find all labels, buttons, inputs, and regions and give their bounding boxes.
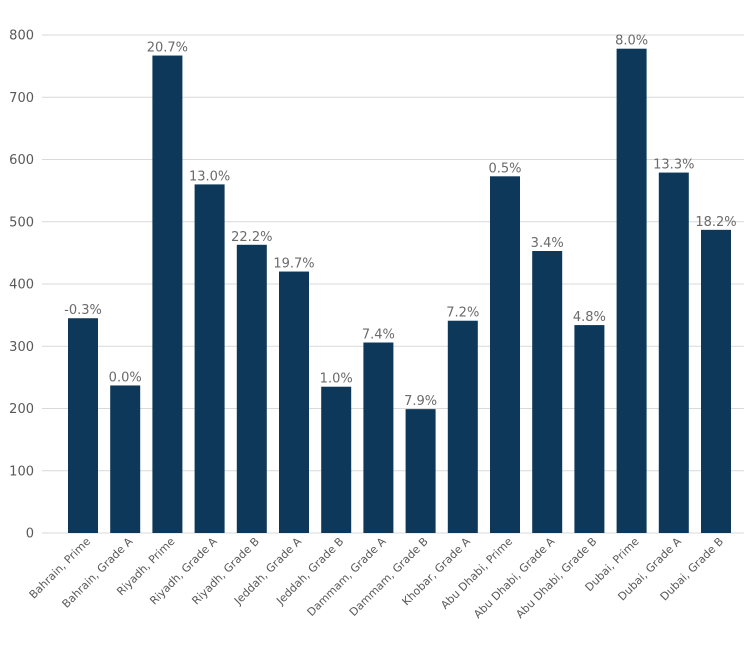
y-tick-label: 700	[9, 91, 34, 106]
category-label: Dammam, Grade A	[305, 535, 389, 619]
data-label: 19.7%	[273, 257, 314, 272]
data-label: 7.9%	[404, 394, 437, 409]
data-label: 7.2%	[446, 306, 479, 321]
data-label: 22.2%	[231, 230, 272, 245]
category-label: Bahrain, Grade A	[60, 535, 136, 611]
y-tick-label: 800	[9, 29, 34, 44]
bar	[363, 342, 394, 533]
bar	[110, 385, 141, 533]
bar	[532, 251, 563, 533]
bar	[321, 386, 352, 533]
data-label: 1.0%	[320, 372, 353, 387]
y-axis-tick-labels: 0 100 200 300 400 500 600 700 800	[9, 29, 34, 542]
data-label: 13.0%	[189, 169, 230, 184]
data-label: 7.4%	[362, 328, 395, 343]
bar	[194, 184, 225, 533]
bar	[701, 229, 731, 533]
bar	[405, 409, 436, 533]
bar	[152, 55, 183, 533]
data-label: 13.3%	[653, 158, 694, 173]
category-label: Abu Dhabi, Grade A	[471, 535, 557, 621]
bar	[279, 271, 309, 533]
bar	[574, 325, 605, 533]
y-tick-label: 200	[9, 402, 34, 417]
data-label: 8.0%	[615, 34, 648, 49]
data-labels: -0.3% 0.0% 20.7% 13.0% 22.2%19.7% 1.0% 7.4% 7.9…	[64, 34, 737, 409]
data-label: -0.3%	[64, 303, 102, 318]
bar	[68, 318, 98, 533]
bar	[616, 48, 647, 533]
bar	[490, 176, 520, 533]
bar	[236, 244, 267, 533]
y-tick-label: 300	[9, 340, 34, 355]
y-tick-label: 100	[9, 464, 34, 479]
y-tick-label: 600	[9, 153, 34, 168]
data-label: 0.0%	[109, 370, 142, 385]
data-label: 20.7%	[147, 41, 188, 56]
data-label: 4.8%	[573, 310, 606, 325]
y-tick-label: 500	[9, 215, 34, 230]
category-label: Abu Dhabi, Prime	[438, 535, 515, 612]
y-tick-label: 0	[26, 527, 34, 542]
data-label: 18.2%	[695, 215, 736, 230]
data-label: 3.4%	[531, 236, 564, 251]
y-tick-label: 400	[9, 278, 34, 293]
bar	[447, 320, 478, 533]
bars	[68, 48, 731, 533]
category-label: Dammam, Grade B	[347, 535, 431, 619]
bar	[658, 172, 689, 533]
category-label: Abu Dhabi, Grade B	[513, 535, 599, 621]
data-label: 0.5%	[488, 161, 521, 176]
